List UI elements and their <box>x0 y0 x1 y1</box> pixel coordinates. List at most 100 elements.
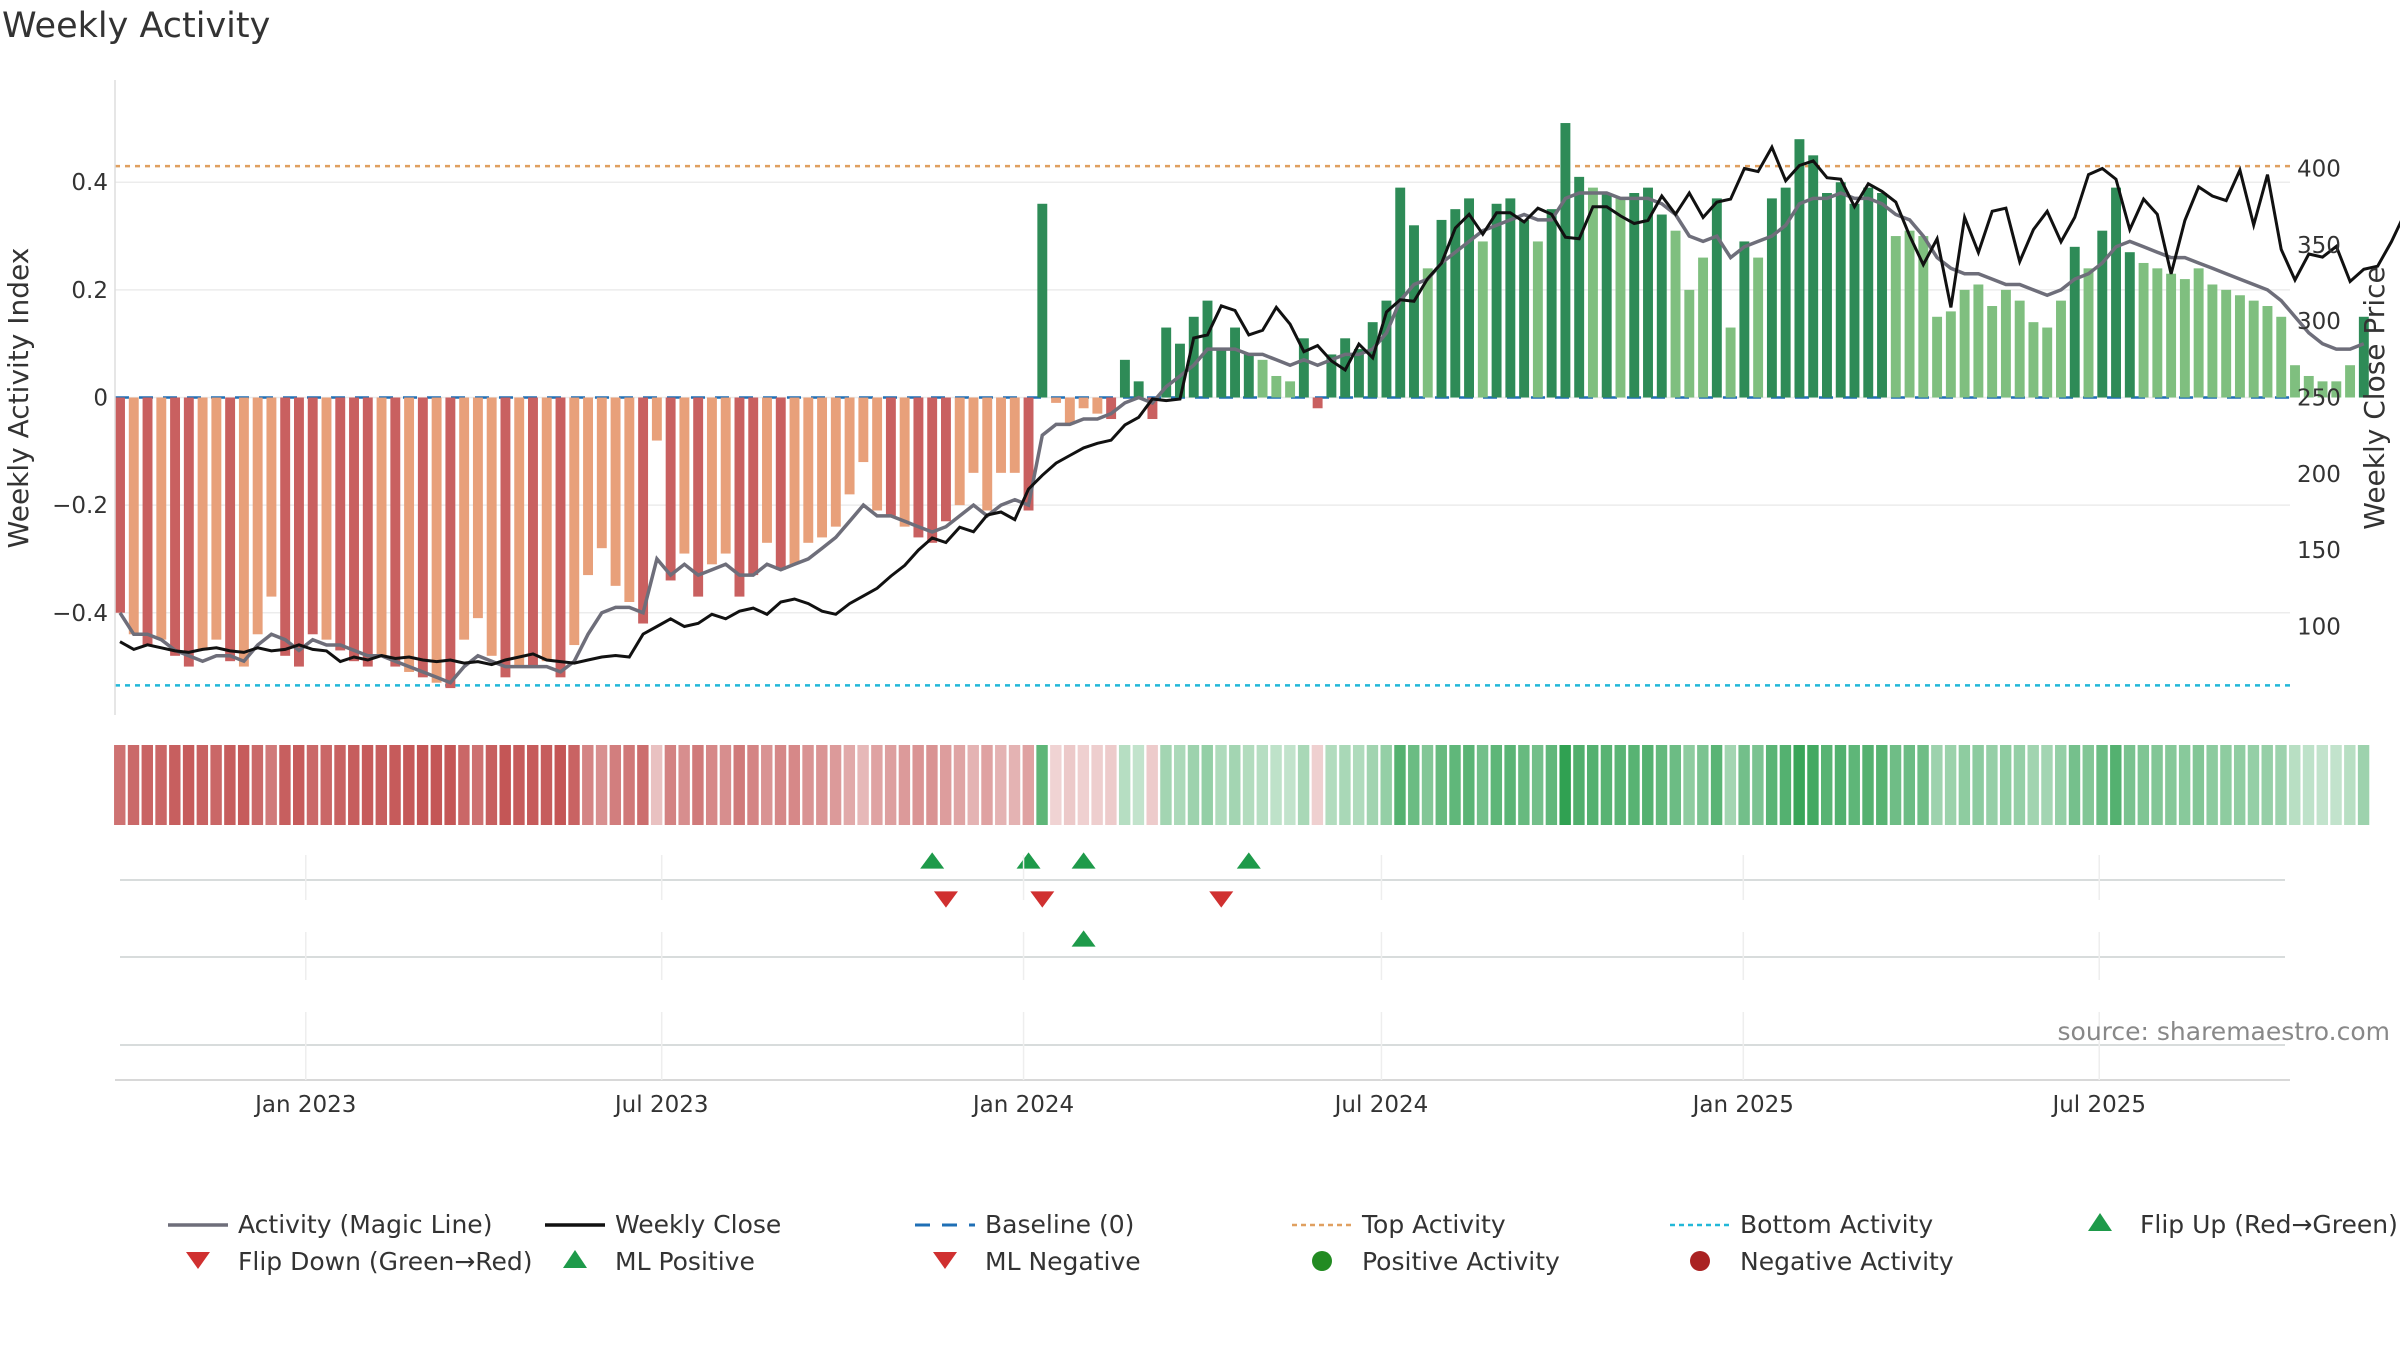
activity-bar <box>1519 219 1530 398</box>
heat-cell <box>306 745 319 825</box>
activity-bar <box>1904 230 1915 398</box>
legend-item-bottom: Bottom Activity <box>1670 1210 1933 1239</box>
heat-cell <box>1765 745 1778 825</box>
activity-bar <box>1312 397 1323 409</box>
heat-cell <box>1132 745 1145 825</box>
activity-bar <box>1684 289 1695 398</box>
activity-bar <box>1175 343 1185 398</box>
activity-bar <box>913 397 924 538</box>
heat-cell <box>1215 745 1227 825</box>
x-tick-label: Jul 2024 <box>1333 1092 1429 1118</box>
activity-bar <box>2069 246 2080 398</box>
activity-bar <box>115 397 125 613</box>
activity-bar <box>817 397 828 538</box>
activity-bar <box>2331 381 2342 398</box>
heat-cell <box>829 745 842 825</box>
heat-cell <box>705 745 718 825</box>
x-tick-label: Jan 2024 <box>971 1092 1074 1118</box>
activity-bar <box>1491 203 1502 398</box>
heat-cell <box>1545 745 1558 825</box>
legend-label: ML Positive <box>615 1247 755 1276</box>
heat-cell <box>1063 745 1076 825</box>
activity-bar <box>541 397 552 662</box>
heat-cell <box>499 745 511 825</box>
heat-cell <box>114 745 126 825</box>
activity-bar <box>1959 289 1970 398</box>
x-axis: Jan 2023 Jul 2023 Jan 2024 Jul 2024 Jan 2025… <box>115 855 2290 1118</box>
activity-bar <box>486 397 497 656</box>
y-axis-label: Weekly Activity Index <box>2 248 35 549</box>
activity-bar <box>940 397 951 522</box>
heat-cell <box>1036 745 1048 825</box>
activity-bar <box>1285 381 1296 398</box>
activity-bar <box>1092 397 1103 414</box>
legend-swatch <box>186 1252 210 1269</box>
activity-bar <box>858 397 869 463</box>
activity-bar <box>1298 338 1309 398</box>
heat-cell <box>293 745 305 825</box>
legend-swatch <box>563 1250 587 1268</box>
activity-bar <box>775 397 786 570</box>
series-lines <box>118 143 2400 685</box>
heat-cell <box>2261 745 2273 825</box>
heat-cell <box>1710 745 1723 825</box>
heat-cell <box>1408 745 1420 825</box>
heat-cell <box>1504 745 1516 825</box>
heat-cell <box>1174 745 1186 825</box>
heat-cell <box>1834 745 1847 825</box>
activity-bar <box>1835 182 1846 398</box>
activity-bar <box>1587 187 1598 398</box>
legend: Activity (Magic Line) Weekly Close Baselin… <box>168 1210 2398 1276</box>
y-tick-label: −0.4 <box>52 601 108 627</box>
heat-cell <box>2027 745 2039 825</box>
heat-cell <box>1559 745 1571 825</box>
heat-cell <box>898 745 911 825</box>
activity-bar <box>624 397 635 602</box>
y2-tick-label: 200 <box>2297 462 2341 488</box>
heat-cell <box>2082 745 2094 825</box>
x-tick-label: Jan 2023 <box>253 1092 356 1118</box>
heat-cell <box>1284 745 1296 825</box>
activity-bar <box>1918 236 1929 398</box>
flip-down-marker <box>1030 891 1055 908</box>
heat-cell <box>416 745 429 825</box>
heat-cell <box>1642 745 1654 825</box>
heat-cell <box>1050 745 1062 825</box>
activity-bar <box>872 397 883 511</box>
heat-cell <box>1972 745 1984 825</box>
activity-bar <box>1230 327 1240 398</box>
heat-cell <box>1518 745 1530 825</box>
flip-down-marker <box>1209 891 1234 908</box>
flip-up-marker <box>920 852 945 869</box>
activity-bar <box>266 397 277 597</box>
activity-bar <box>706 397 717 565</box>
activity-bar <box>1601 193 1612 398</box>
heat-cell <box>1201 745 1213 825</box>
activity-bar <box>2083 268 2094 398</box>
activity-bar <box>1216 349 1227 398</box>
heat-cell <box>224 745 236 825</box>
ml-positive-marker <box>1071 930 1096 947</box>
heat-cell <box>1986 745 1998 825</box>
activity-bar <box>789 397 800 565</box>
y2-tick-label: 150 <box>2297 538 2341 564</box>
heat-cell <box>2316 745 2328 825</box>
heat-cell <box>2123 745 2136 825</box>
legend-label: Positive Activity <box>1362 1247 1560 1276</box>
heat-cell <box>444 745 456 825</box>
legend-label: Bottom Activity <box>1740 1210 1933 1239</box>
heat-cell <box>2178 745 2191 825</box>
activity-bar <box>1629 193 1640 398</box>
heat-cell <box>2151 745 2163 825</box>
activity-bar <box>1766 198 1777 398</box>
heat-cell <box>2110 745 2122 825</box>
activity-bar <box>1890 236 1901 398</box>
heat-cell <box>1463 745 1475 825</box>
heat-cell <box>1779 745 1792 825</box>
heat-cell <box>361 745 374 825</box>
activity-bar <box>2111 187 2121 398</box>
heat-cell <box>1862 745 1874 825</box>
legend-item-top: Top Activity <box>1292 1210 1506 1239</box>
activity-bar <box>720 397 731 554</box>
legend-label: ML Negative <box>985 1247 1141 1276</box>
